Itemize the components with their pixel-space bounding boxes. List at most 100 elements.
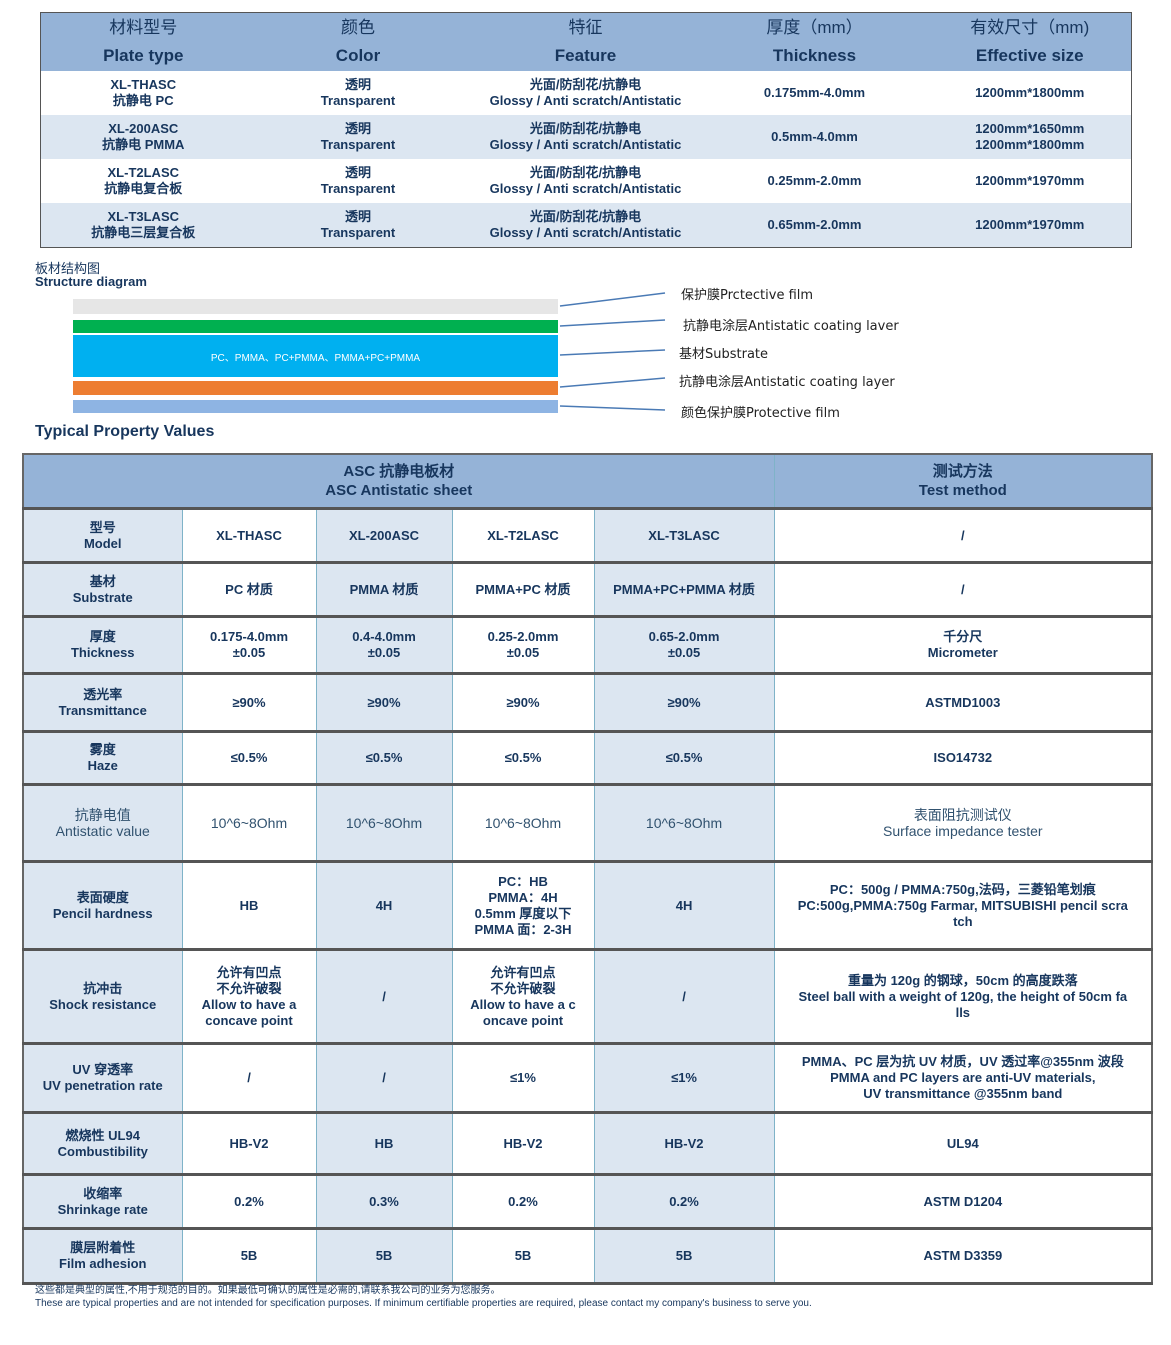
table-cell: 透明 Transparent [245, 71, 471, 115]
property-table: ASC 抗静电板材 ASC Antistatic sheet 测试方法 Test m… [22, 453, 1154, 1285]
property-label-line: 燃烧性 UL94 [65, 1127, 140, 1143]
value-cell: 允许有凹点 不允许破裂 Allow to have a c oncave point [451, 949, 594, 1045]
value-cell-line: XL-THASC [216, 527, 282, 543]
value-cell-line: 10^6~8Ohm [645, 815, 723, 831]
value-cell-line: XL-T2LASC [487, 527, 559, 543]
header-test-zh: 测试方法 [932, 463, 993, 480]
column-header: 厚度（mm） Thickness [700, 12, 929, 71]
table-row: UV 穿透率 UV penetration rate / / ≤1% ≤1% PMMA、PC… [22, 1043, 1153, 1114]
property-label-line: Film adhesion [59, 1256, 147, 1271]
value-cell: ≥90% [593, 673, 775, 733]
layer-label: 抗静电涂层Antistatic coating laver [683, 319, 899, 334]
table-cell-line: 1200mm*1650mm [975, 121, 1085, 136]
antistatic-coating-layer-bottom [73, 381, 558, 395]
table-cell-line: Glossy / Anti scratch/Antistatic [489, 93, 682, 108]
value-cell-line: HB [374, 1135, 394, 1151]
value-cell: 0.4-4.0mm ±0.05 [315, 616, 452, 675]
table-cell-line: 光面/防刮花/抗静电 [529, 165, 642, 180]
property-label-line: Combustibility [57, 1143, 148, 1159]
value-cell-line: ±0.05 [506, 645, 540, 660]
property-label-line: UV penetration rate [42, 1078, 163, 1093]
value-cell-line: 不允许破裂 [216, 980, 282, 996]
table-cell-line: Transparent [320, 93, 396, 108]
value-cell-line: / [247, 1070, 251, 1085]
table-row: 抗冲击 Shock resistance 允许有凹点 不允许破裂 Allow to ha… [22, 949, 1153, 1045]
value-cell: HB-V2 [593, 1112, 775, 1176]
value-cell-line: 0.175-4.0mm [209, 629, 289, 644]
table-cell: 1200mm*1970mm [928, 159, 1132, 203]
column-header-line: 有效尺寸（mm) [970, 18, 1090, 37]
value-cell: / [593, 949, 775, 1045]
property-label: 型号 Model [22, 508, 182, 564]
value-cell-line: Allow to have a c [470, 996, 576, 1012]
test-method-cell: ASTM D3359 [773, 1228, 1153, 1285]
test-method-cell-line: UL94 [946, 1135, 979, 1151]
property-label-line: Transmittance [58, 702, 147, 718]
table-cell: 0.5mm-4.0mm [700, 115, 929, 159]
value-cell-line: 5B [514, 1248, 532, 1263]
header-test-en: Test method [918, 482, 1007, 499]
test-method-cell: / [773, 562, 1153, 618]
plate-type-table: 材料型号 Plate type 颜色 Color 特征 Feature 厚度（mm） Thic… [40, 12, 1132, 248]
property-label: 燃烧性 UL94 Combustibility [22, 1112, 182, 1176]
property-label: 膜层附着性 Film adhesion [22, 1228, 182, 1285]
substrate-text: PC、PMMA、PC+PMMA、PMMA+PC+PMMA [210, 352, 421, 364]
table-cell: 透明 Transparent [245, 203, 471, 248]
value-cell: ≤0.5% [451, 731, 594, 786]
property-label-line: Shrinkage rate [57, 1201, 148, 1217]
table-cell-line: 0.25mm-2.0mm [767, 173, 862, 188]
value-cell-line: ±0.05 [667, 645, 701, 660]
table-cell: XL-T3LASC 抗静电三层复合板 [40, 203, 246, 248]
column-header: 颜色 Color [245, 12, 471, 71]
value-cell: 5B [181, 1228, 316, 1285]
value-cell-line: PC：HB [498, 873, 548, 889]
value-cell-line: HB-V2 [229, 1135, 269, 1151]
test-method-cell: ISO14732 [773, 731, 1153, 786]
value-cell: PC 材质 [181, 562, 316, 618]
value-cell: 0.25-2.0mm ±0.05 [451, 616, 594, 675]
test-method-cell-line: lls [955, 1004, 971, 1020]
test-method-cell: PC：500g / PMMA:750g,法码，三菱铅笔划痕 PC:500g,PMM… [773, 861, 1153, 951]
table-cell-line: Transparent [320, 137, 396, 152]
value-cell: HB-V2 [181, 1112, 316, 1176]
test-method-cell-line: ASTM D3359 [923, 1248, 1003, 1263]
property-label: 基材 Substrate [22, 562, 182, 618]
table-cell-line: 透明 [344, 165, 371, 180]
test-method-cell-line: PMMA and PC layers are anti-UV materials… [830, 1070, 1096, 1085]
column-header: 有效尺寸（mm) Effective size [928, 12, 1132, 71]
value-cell-line: 0.2% [508, 1193, 538, 1209]
test-method-cell-line: Micrometer [927, 645, 998, 660]
test-method-cell: ASTM D1204 [773, 1174, 1153, 1230]
layer-label: 保护膜Prctective film [681, 288, 814, 303]
value-cell-line: 5B [375, 1248, 393, 1263]
table-cell: 0.25mm-2.0mm [700, 159, 929, 203]
value-cell: 允许有凹点 不允许破裂 Allow to have a concave point [181, 949, 316, 1045]
value-cell-line: XL-200ASC [348, 527, 420, 543]
table-row: 抗静电值 Antistatic value 10^6~8Ohm 10^6~8Ohm 10… [22, 784, 1153, 863]
value-cell-line: Allow to have a [201, 996, 297, 1012]
table-cell-line: Transparent [320, 181, 396, 196]
table-cell-line: Glossy / Anti scratch/Antistatic [489, 137, 682, 152]
value-cell: 4H [593, 861, 775, 951]
property-label-line: 透光率 [83, 686, 123, 702]
value-cell: ≤0.5% [315, 731, 452, 786]
table-cell-line: XL-THASC [110, 77, 177, 92]
header-sheet-zh: ASC 抗静电板材 [343, 463, 455, 480]
table-cell: 1200mm*1800mm [928, 71, 1132, 115]
value-cell-line: 5B [675, 1248, 693, 1263]
value-cell: 10^6~8Ohm [315, 784, 452, 863]
property-label: UV 穿透率 UV penetration rate [22, 1043, 182, 1114]
property-title: Typical Property Values [35, 423, 215, 440]
value-cell-line: 10^6~8Ohm [210, 815, 288, 831]
value-cell-line: concave point [205, 1012, 293, 1028]
table-cell-line: 1200mm*1970mm [975, 173, 1085, 188]
value-cell-line: 允许有凹点 [490, 964, 556, 980]
value-cell-line: ≥90% [232, 694, 266, 710]
table-row: XL-THASC 抗静电 PC 透明 Transparent 光面/防刮花/抗静电 Glo… [40, 71, 1132, 115]
test-method-cell-line: PC:500g,PMMA:750g Farmar, MITSUBISHI pen… [797, 897, 1128, 913]
test-method-cell-line: Steel ball with a weight of 120g, the he… [798, 988, 1128, 1004]
property-label-line: Shock resistance [49, 996, 157, 1012]
value-cell: ≥90% [181, 673, 316, 733]
value-cell-line: ±0.05 [232, 645, 266, 660]
test-method-cell-line: tch [953, 913, 973, 929]
